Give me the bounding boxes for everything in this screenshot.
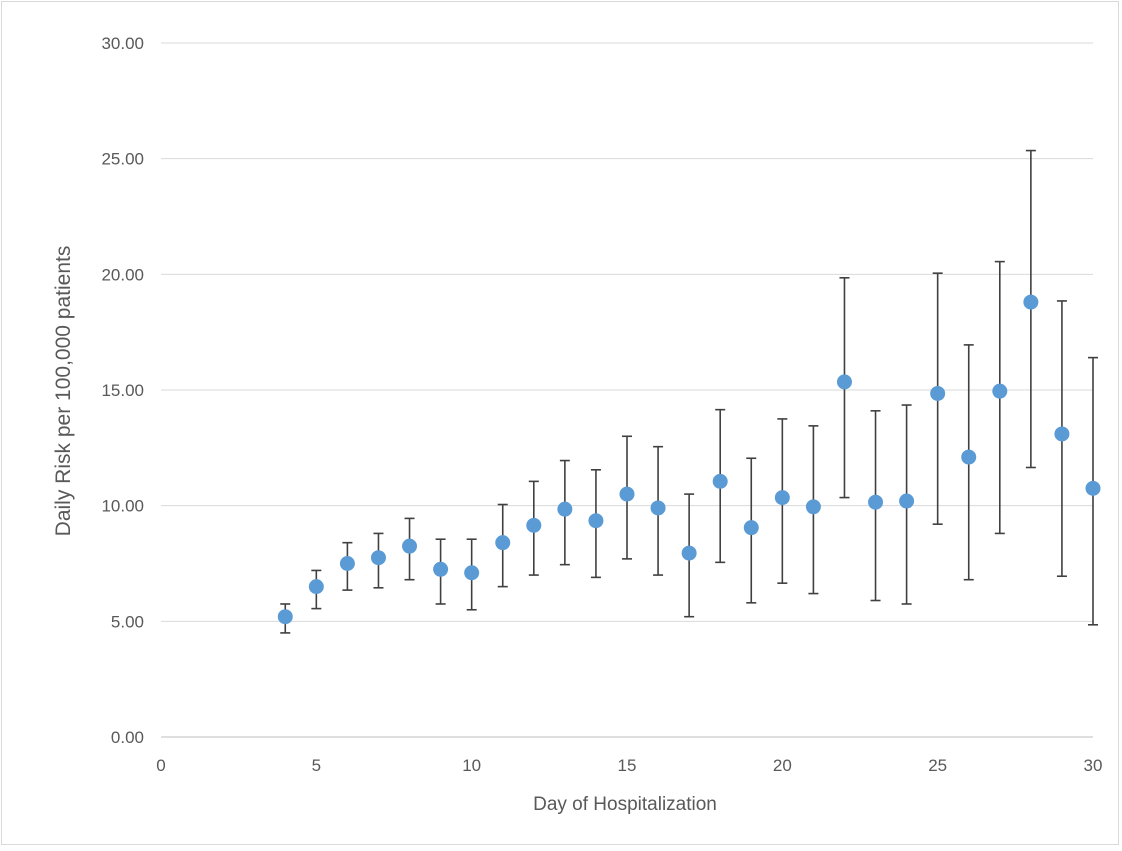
y-tick-label: 10.00	[101, 497, 144, 516]
y-tick-label: 20.00	[101, 265, 144, 284]
x-tick-label: 15	[618, 756, 637, 775]
data-point	[774, 490, 790, 506]
x-axis-title: Day of Hospitalization	[533, 794, 717, 815]
x-tick-label: 5	[312, 756, 321, 775]
data-point	[836, 374, 852, 390]
data-point	[526, 517, 542, 533]
data-point	[433, 561, 449, 577]
data-point	[961, 449, 977, 465]
data-point	[1085, 480, 1101, 496]
y-tick-label: 30.00	[101, 34, 144, 53]
y-axis-title: Daily Risk per 100,000 patients	[52, 246, 75, 537]
y-tick-label: 0.00	[111, 728, 144, 747]
data-point	[619, 486, 635, 502]
y-tick-label: 15.00	[101, 381, 144, 400]
data-points	[277, 294, 1101, 625]
data-point	[370, 550, 386, 566]
y-tick-label: 5.00	[111, 612, 144, 631]
x-tick-label: 10	[462, 756, 481, 775]
data-point	[930, 385, 946, 401]
data-point	[495, 535, 511, 551]
x-tick-label: 25	[928, 756, 947, 775]
y-tick-label: 25.00	[101, 150, 144, 169]
data-point	[277, 609, 293, 625]
data-point	[339, 556, 355, 571]
x-tick-label: 30	[1084, 756, 1103, 775]
data-point	[1054, 426, 1070, 442]
x-tick-labels: 0 5 10 15 20 25 30	[156, 756, 1102, 775]
error-bars	[280, 149, 1098, 634]
y-tick-labels: 0.00 5.00 10.00 15.00 20.00 25.00 30.00	[101, 34, 144, 747]
data-point	[557, 501, 573, 517]
data-point	[402, 538, 418, 554]
data-point	[681, 545, 697, 561]
x-tick-label: 0	[156, 756, 165, 775]
data-point	[868, 494, 884, 510]
data-point	[308, 579, 324, 595]
gridlines	[161, 42, 1093, 738]
data-point	[712, 473, 728, 489]
data-point	[464, 565, 480, 581]
data-point	[650, 500, 666, 516]
data-point	[805, 499, 821, 515]
data-point	[1023, 294, 1039, 310]
data-point	[992, 383, 1008, 399]
x-tick-label: 20	[773, 756, 792, 775]
data-point	[588, 513, 604, 529]
data-point	[899, 493, 915, 509]
data-point	[743, 520, 759, 536]
